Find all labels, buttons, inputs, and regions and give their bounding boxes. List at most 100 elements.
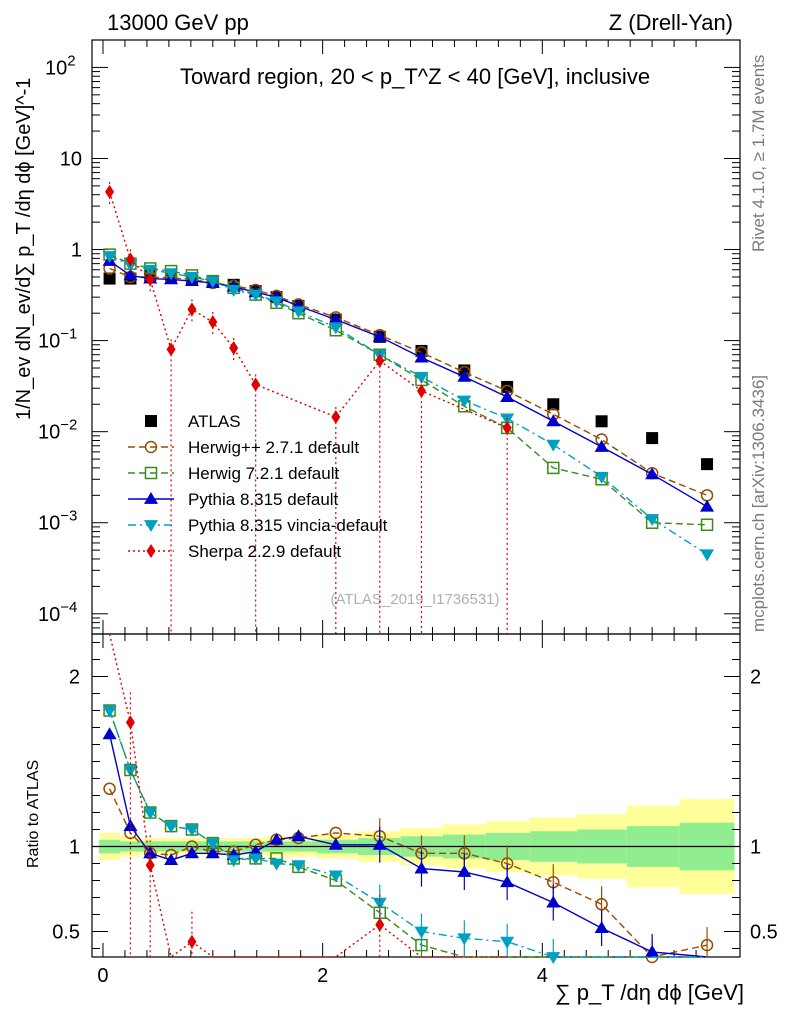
marker-diamond — [251, 377, 261, 392]
marker-triangle-up — [594, 921, 609, 933]
marker-triangle-down — [205, 276, 220, 289]
marker-triangle-down — [546, 439, 561, 452]
marker-square — [145, 415, 157, 427]
marker-triangle-down — [414, 926, 429, 939]
marker-circle — [595, 898, 608, 911]
marker-triangle-down — [144, 520, 158, 532]
y-tick-label: 102 — [45, 52, 76, 79]
y-tick-label: 1 — [71, 240, 82, 262]
marker-triangle-down — [269, 858, 284, 871]
marker-diamond — [105, 184, 115, 199]
marker-triangle-up — [645, 467, 660, 480]
marker-diamond — [375, 917, 385, 932]
marker-circle — [700, 938, 714, 952]
marker-triangle-up — [102, 727, 117, 740]
series-5 — [105, 181, 512, 634]
legend-label: Herwig 7.2.1 default — [188, 464, 339, 483]
marker-diamond — [145, 858, 155, 873]
marker-diamond — [416, 383, 426, 398]
marker-triangle-down — [414, 371, 429, 384]
main-axes: 10−4 10−3 10−2 10−1 1 10 102 — [38, 39, 740, 635]
ratio-tick-label: 0.5 — [750, 922, 778, 944]
legend: ATLAS Herwig++ 2.7.1 default Herwig 7.2.1 … — [128, 412, 388, 561]
x-tick-label: 4 — [537, 965, 548, 987]
marker-triangle-up — [291, 829, 306, 842]
marker-triangle-down — [248, 853, 263, 866]
marker-triangle-up — [457, 865, 472, 877]
marker-triangle-up — [184, 846, 199, 859]
ratio-series-4 — [102, 705, 708, 964]
marker-triangle-down — [226, 285, 241, 297]
marker-triangle-down — [143, 807, 158, 820]
ratio-y-label: Ratio to ATLAS — [25, 760, 42, 868]
marker-triangle-up — [457, 369, 472, 382]
marker-triangle-down — [700, 549, 715, 562]
marker-triangle-up — [594, 439, 609, 452]
marker-triangle-up — [500, 390, 515, 402]
marker-triangle-down — [328, 870, 343, 883]
marker-diamond — [187, 934, 197, 949]
series-4 — [102, 251, 715, 562]
marker-triangle-down — [457, 933, 472, 946]
marker-circle — [144, 440, 158, 454]
marker-triangle-up — [144, 492, 158, 504]
ratio-frame — [91, 633, 741, 958]
ratio-series — [102, 633, 714, 964]
header-right: Z (Drell-Yan) — [609, 10, 733, 35]
marker-triangle-down — [184, 272, 199, 284]
marker-square — [701, 458, 714, 471]
marker-square — [595, 415, 608, 428]
series-line — [109, 255, 708, 555]
marker-square-open — [547, 461, 560, 475]
marker-triangle-up — [546, 895, 561, 908]
marker-square — [501, 380, 514, 393]
ratio-line — [108, 633, 508, 959]
marker-triangle-up — [414, 350, 429, 363]
ratio-tick-label: 2 — [69, 667, 80, 689]
marker-triangle-down — [328, 322, 343, 335]
marker-diamond — [125, 252, 135, 267]
y-tick-label: 10−1 — [38, 326, 77, 353]
legend-label: ATLAS — [188, 412, 241, 431]
marker-triangle-down — [269, 296, 284, 309]
marker-triangle-up — [164, 853, 179, 865]
marker-circle — [700, 489, 714, 502]
x-tick-label: 0 — [97, 965, 108, 987]
marker-triangle-up — [414, 861, 429, 874]
marker-diamond — [375, 353, 385, 368]
ratio-tick-label: 0.5 — [52, 922, 80, 944]
marker-triangle-down — [546, 952, 561, 964]
marker-triangle-down — [500, 936, 515, 949]
marker-square-open — [700, 518, 714, 532]
marker-triangle-down — [594, 471, 609, 484]
marker-triangle-up — [645, 944, 660, 957]
marker-triangle-down — [102, 705, 117, 718]
ratio-series-5 — [108, 633, 508, 959]
marker-diamond — [502, 420, 512, 435]
marker-diamond — [125, 715, 135, 730]
x-axis-label: ∑ p_T /dη dϕ [GeV] — [555, 980, 744, 1005]
y-tick-label: 10−3 — [38, 508, 77, 535]
mcplots-label: mcplots.cern.ch [arXiv:1306.3436] — [749, 375, 768, 632]
marker-square-open — [144, 466, 158, 480]
legend-label: Herwig++ 2.7.1 default — [188, 438, 359, 457]
legend-label: Pythia 8.315 vincia-default — [188, 516, 388, 535]
marker-triangle-down — [248, 289, 263, 302]
marker-diamond — [208, 315, 218, 330]
y-tick-label: 10−4 — [38, 599, 77, 626]
marker-circle — [103, 782, 116, 795]
marker-triangle-up — [269, 832, 284, 845]
marker-diamond — [229, 340, 239, 355]
ratio-tick-label: 2 — [750, 667, 761, 689]
legend-label: Pythia 8.315 default — [188, 490, 339, 509]
ratio-tick-label: 1 — [69, 837, 80, 859]
marker-diamond — [146, 544, 156, 558]
marker-triangle-down — [164, 821, 179, 834]
marker-triangle-up — [372, 837, 387, 850]
marker-triangle-down — [164, 268, 179, 281]
marker-triangle-up — [143, 846, 158, 859]
x-tick-label: 2 — [317, 965, 328, 987]
marker-diamond — [187, 302, 197, 317]
marker-diamond — [145, 272, 155, 287]
marker-diamond — [331, 409, 341, 424]
